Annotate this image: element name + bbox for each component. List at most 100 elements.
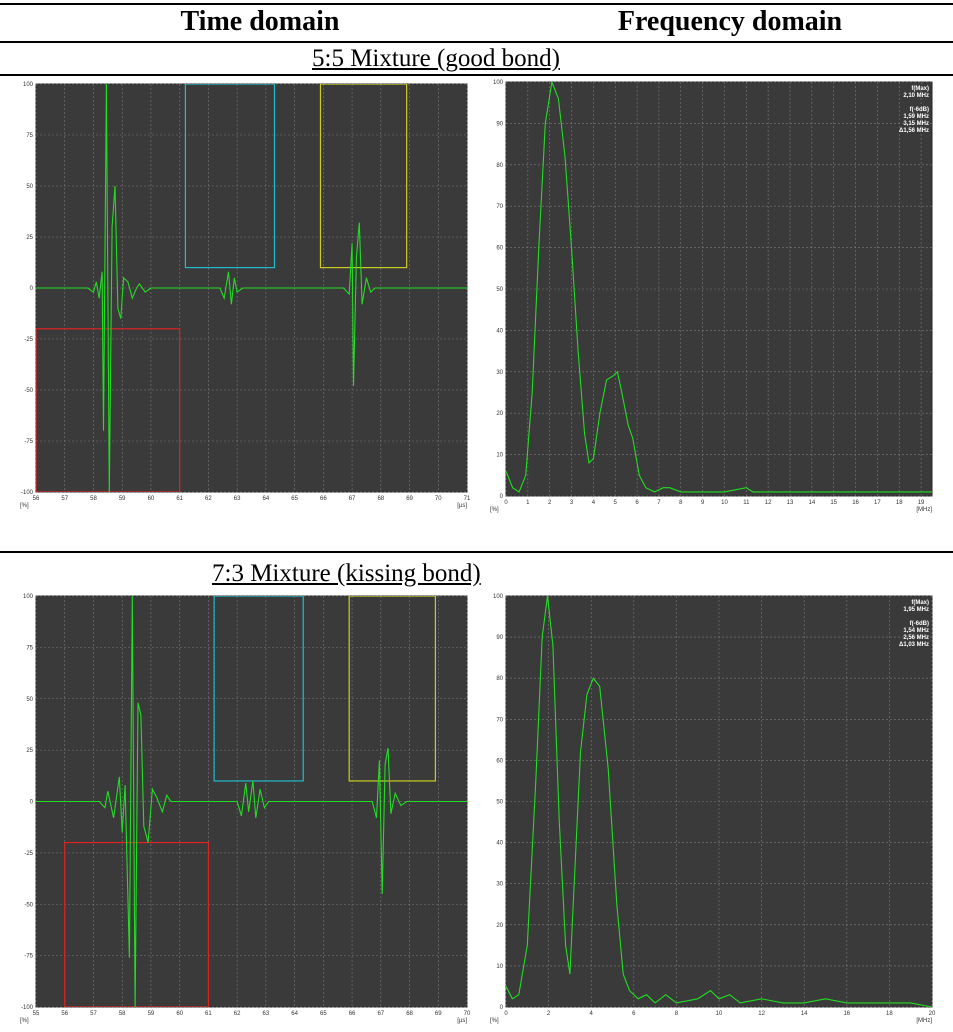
x-tick-label: 1 (526, 500, 530, 506)
y-tick-label: 25 (26, 748, 33, 754)
y-tick-label: 50 (26, 697, 33, 703)
x-tick-label: 60 (148, 496, 155, 502)
x-unit-label: [MHz] (916, 1018, 932, 1024)
y-unit-label: [%] (490, 507, 499, 513)
gate-yellow (319, 84, 408, 269)
y-tick-label: -25 (24, 337, 33, 343)
x-tick-label: 63 (263, 1011, 270, 1017)
y-tick-label: 25 (26, 235, 33, 241)
x-tick-label: 70 (435, 496, 442, 502)
annotation-text: f(Max) (911, 86, 929, 92)
x-tick-label: 3 (570, 500, 574, 506)
y-tick-label: 75 (26, 133, 33, 139)
y-unit-label: [%] (20, 1018, 29, 1024)
section-rule-1 (0, 74, 953, 76)
signal-line (506, 596, 932, 1007)
x-tick-label: 57 (61, 496, 68, 502)
x-tick-label: 16 (843, 1011, 850, 1017)
x-tick-label: 64 (263, 496, 270, 502)
y-tick-label: 20 (496, 923, 503, 929)
y-tick-label: 60 (496, 246, 503, 252)
x-tick-label: 2 (548, 500, 552, 506)
x-tick-label: 6 (635, 500, 639, 506)
gate-yellow (348, 596, 436, 782)
y-tick-label: -100 (21, 1005, 34, 1011)
x-tick-label: 69 (435, 1011, 442, 1017)
annotation-text: f(-6dB) (910, 107, 929, 113)
y-tick-label: 10 (496, 964, 503, 970)
y-tick-label: -75 (24, 954, 33, 960)
y-tick-label: 50 (496, 800, 503, 806)
x-tick-label: 6 (632, 1011, 636, 1017)
x-unit-label: [MHz] (916, 507, 932, 513)
x-tick-label: 4 (590, 1011, 594, 1017)
x-tick-label: 16 (852, 500, 859, 506)
frequency-domain-header: Frequency domain (617, 6, 843, 37)
section-rule-2 (0, 551, 953, 553)
y-tick-label: 100 (23, 82, 34, 88)
x-tick-label: 55 (33, 1011, 40, 1017)
x-tick-label: 17 (874, 500, 881, 506)
x-tick-label: 12 (758, 1011, 765, 1017)
x-tick-label: 18 (886, 1011, 893, 1017)
x-tick-label: 0 (504, 1011, 508, 1017)
y-tick-label: 90 (496, 635, 503, 641)
y-tick-label: 0 (500, 494, 504, 500)
section-title-kissing-bond: 7:3 Mixture (kissing bond) (212, 560, 481, 587)
signal-line (506, 82, 932, 493)
y-tick-label: -25 (24, 851, 33, 857)
x-tick-label: 65 (291, 496, 298, 502)
y-unit-label: [%] (490, 1018, 499, 1024)
x-tick-label: 8 (679, 500, 683, 506)
annotation-text: Δ1,03 MHz (899, 642, 929, 648)
x-tick-label: 14 (809, 500, 816, 506)
x-tick-label: 58 (90, 496, 97, 502)
y-tick-label: 20 (496, 411, 503, 417)
x-tick-label: 12 (765, 500, 772, 506)
time-domain-header: Time domain (180, 6, 340, 37)
x-tick-label: 61 (205, 1011, 212, 1017)
time-domain-plot-good-bond: 56 57 58 59 60 61 62 63 64 65 66 67 68 69 70 71 -100 -75 -… (18, 80, 483, 512)
x-tick-label: 71 (464, 496, 471, 502)
plot-area (35, 595, 468, 1008)
x-tick-label: 14 (801, 1011, 808, 1017)
x-tick-label: 56 (61, 1011, 68, 1017)
x-tick-label: 19 (918, 500, 925, 506)
x-tick-label: 69 (406, 496, 413, 502)
y-tick-label: 30 (496, 882, 503, 888)
y-tick-label: 70 (496, 204, 503, 210)
x-tick-label: 62 (234, 1011, 241, 1017)
y-tick-label: 50 (26, 184, 33, 190)
y-tick-label: 100 (23, 594, 34, 600)
x-tick-label: 67 (349, 496, 356, 502)
gate-cyan (213, 596, 304, 782)
annotation-text: 1,59 MHz (903, 114, 929, 120)
x-unit-label: [µs] (457, 1018, 467, 1024)
y-tick-label: 30 (496, 370, 503, 376)
x-tick-label: 0 (504, 500, 508, 506)
y-tick-label: 70 (496, 717, 503, 723)
frequency-domain-plot-good-bond: 0 1 2 3 4 5 6 7 8 9 10 11 12 13 14 15 16 17 18 19 0 10 20 30 40 5… (488, 78, 948, 516)
y-tick-label: 0 (30, 800, 34, 806)
x-tick-label: 20 (929, 1011, 936, 1017)
x-tick-label: 10 (721, 500, 728, 506)
x-tick-label: 68 (377, 496, 384, 502)
x-tick-label: 5 (614, 500, 618, 506)
y-tick-label: 10 (496, 453, 503, 459)
y-tick-label: 40 (496, 841, 503, 847)
x-tick-label: 2 (547, 1011, 551, 1017)
x-tick-label: 7 (657, 500, 661, 506)
x-tick-label: 61 (176, 496, 183, 502)
y-tick-label: 0 (500, 1005, 504, 1011)
x-tick-label: 15 (830, 500, 837, 506)
signal-line (36, 84, 467, 492)
x-tick-label: 66 (320, 496, 327, 502)
x-tick-label: 59 (119, 496, 126, 502)
y-tick-label: 50 (496, 287, 503, 293)
top-rule (0, 3, 953, 5)
x-tick-label: 11 (743, 500, 750, 506)
signal-line (36, 596, 467, 1007)
annotation-text: 1,54 MHz (903, 628, 929, 634)
x-tick-label: 13 (787, 500, 794, 506)
x-tick-label: 67 (377, 1011, 384, 1017)
